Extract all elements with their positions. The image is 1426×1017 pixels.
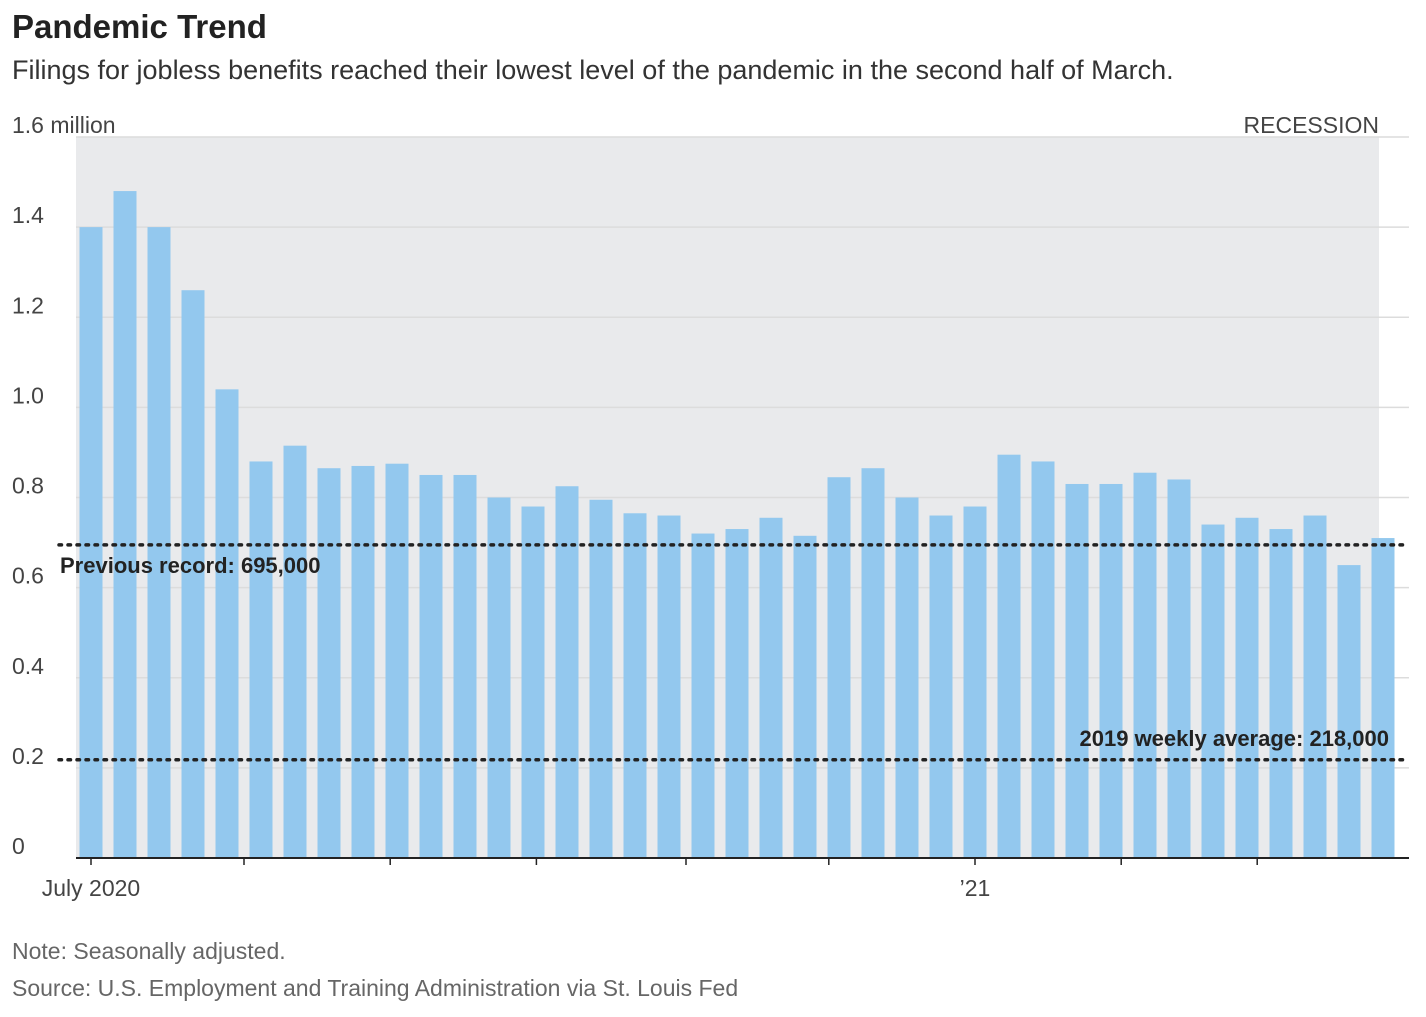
chart-title: Pandemic Trend [12, 8, 267, 45]
bar [1065, 483, 1089, 858]
x-tick-label: July 2020 [42, 875, 140, 901]
bar [623, 513, 647, 858]
bar [759, 517, 783, 858]
bar [1133, 472, 1157, 858]
bar [1167, 479, 1191, 858]
bar [351, 465, 375, 858]
bar [1031, 461, 1055, 858]
y-tick-label: 0.2 [12, 743, 44, 769]
bar [317, 468, 341, 858]
bar [691, 533, 715, 858]
bar [1337, 565, 1361, 858]
bar [1303, 515, 1327, 858]
reference-line-label: 2019 weekly average: 218,000 [1080, 726, 1389, 751]
chart-subtitle: Filings for jobless benefits reached the… [12, 55, 1174, 85]
bar [725, 529, 749, 858]
bar-chart: RECESSION 0 0.2 0.4 0.6 0.8 1.0 1.2 1.4 1.6 milli… [12, 112, 1411, 901]
y-tick-label: 1.2 [12, 292, 44, 318]
bar [79, 227, 103, 858]
y-tick-label: 0.6 [12, 563, 44, 589]
bar [521, 506, 545, 858]
bar [147, 227, 171, 858]
bar [657, 515, 681, 858]
bar [249, 461, 273, 858]
reference-line-label: Previous record: 695,000 [60, 553, 320, 578]
y-tick-label: 0.4 [12, 653, 44, 679]
x-tick-label: ’21 [960, 875, 991, 901]
bar [861, 468, 885, 858]
bar [1269, 529, 1293, 858]
y-tick-label: 1.0 [12, 382, 44, 408]
bar [1235, 517, 1259, 858]
bar [181, 290, 205, 858]
bar [793, 535, 817, 858]
y-tick-label: 1.4 [12, 202, 44, 228]
bar [453, 474, 477, 858]
bar [895, 497, 919, 858]
bar [827, 477, 851, 858]
y-tick-label: 0.8 [12, 473, 44, 499]
bar [929, 515, 953, 858]
bar [997, 454, 1021, 858]
bar [555, 486, 579, 858]
y-tick-label: 0 [12, 833, 25, 859]
bar [1201, 524, 1225, 858]
bar [487, 497, 511, 858]
bar [385, 463, 409, 858]
recession-label: RECESSION [1244, 112, 1379, 138]
chart-note: Note: Seasonally adjusted. [12, 938, 286, 964]
bar [1099, 483, 1123, 858]
bar [419, 474, 443, 858]
bar [1371, 538, 1395, 858]
chart-source: Source: U.S. Employment and Training Adm… [12, 975, 739, 1001]
bar [283, 445, 307, 858]
bar [963, 506, 987, 858]
bar [589, 499, 613, 858]
bar [113, 191, 137, 858]
bar [215, 389, 239, 858]
y-tick-label: 1.6 million [12, 112, 116, 138]
